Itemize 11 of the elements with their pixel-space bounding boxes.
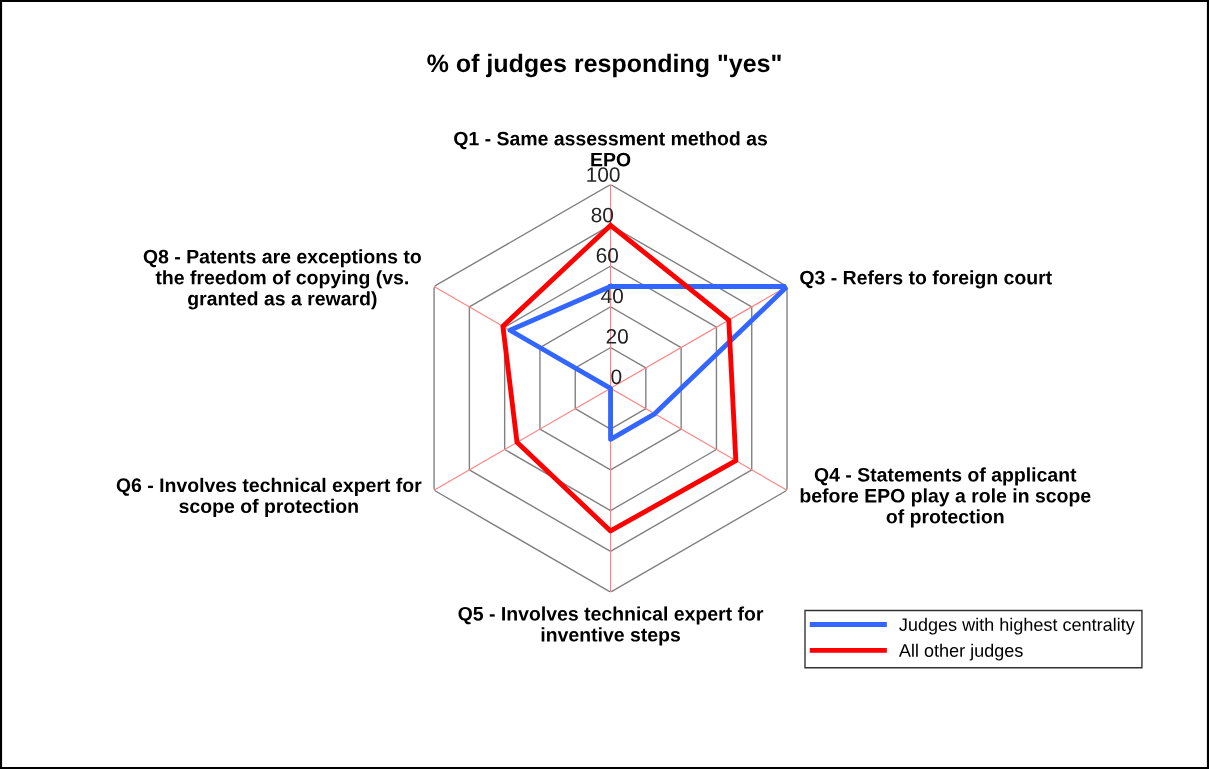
y-tick-label: 0 [611, 369, 622, 385]
spoke-label: Q8 - Patents are exceptions to the freedom of copying (vs. granted as a reward) [143, 249, 421, 310]
chart-title: % of judges responding "yes" [427, 53, 781, 78]
y-tick-label: 100 [587, 167, 620, 182]
spoke-label: Q3 - Refers to foreign court [800, 270, 1052, 289]
spoke-label: Q6 - Involves technical expert for scope of protection [116, 477, 422, 517]
legend-label: All other judges [898, 643, 1023, 661]
legend-label: Judges with highest centrality [899, 617, 1135, 635]
spoke-label: Q5 - Involves technical expert for inventive steps [458, 606, 764, 646]
spoke-label: Q4 - Statements of applicant before EPO play a role in scope of protection [800, 467, 1091, 528]
spoke-label: Q1 - Same assessment method as EPO [454, 131, 767, 167]
